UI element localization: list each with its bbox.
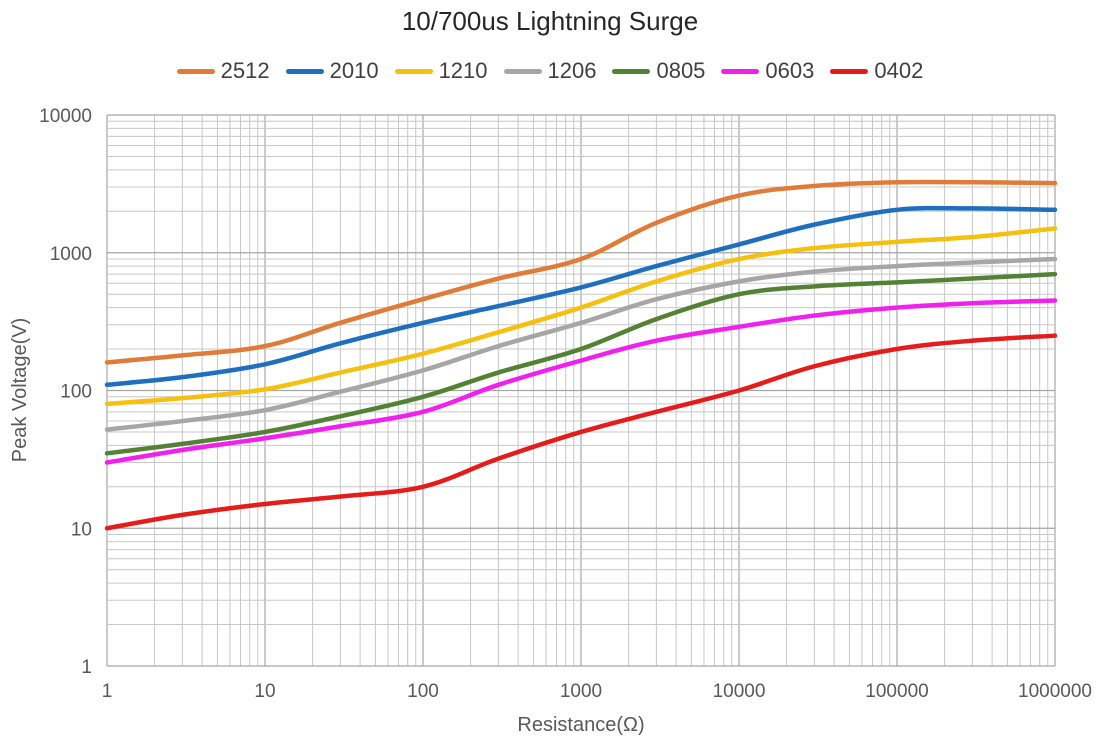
x-tick-label: 1000 xyxy=(560,681,602,702)
x-tick-label: 10000 xyxy=(713,681,766,702)
legend-item-1210: 1210 xyxy=(394,58,488,84)
y-tick-label: 1 xyxy=(81,657,92,678)
legend-swatch-1206 xyxy=(503,68,542,74)
legend-label-0603: 0603 xyxy=(765,58,815,83)
legend: 2512 2010 1210 1206 0805 0603 0402 xyxy=(0,58,1100,84)
legend-swatch-2512 xyxy=(176,68,215,74)
legend-item-2010: 2010 xyxy=(285,58,379,84)
x-tick-label: 100000 xyxy=(865,681,928,702)
legend-item-2512: 2512 xyxy=(176,58,270,84)
y-tick-label: 10 xyxy=(71,519,92,540)
legend-item-0805: 0805 xyxy=(612,58,705,84)
series-lines xyxy=(104,179,1058,531)
y-axis-title: Peak Voltage(V) xyxy=(9,318,31,463)
y-tick-label: 1000 xyxy=(50,244,92,265)
y-tick-label: 100 xyxy=(60,382,92,403)
legend-label-0402: 0402 xyxy=(874,58,924,83)
tick-labels: 1 10 100 1000 10000 100000 1000000 10000 1000 100… xyxy=(39,106,1092,702)
legend-swatch-0805 xyxy=(612,68,651,74)
x-tick-label: 1000000 xyxy=(1018,681,1092,702)
legend-swatch-0603 xyxy=(721,68,760,74)
legend-swatch-0402 xyxy=(830,68,869,74)
legend-label-1206: 1206 xyxy=(547,58,597,83)
legend-label-2010: 2010 xyxy=(329,58,379,83)
series-line-0805 xyxy=(104,271,1058,456)
series-line-2512 xyxy=(104,179,1058,365)
y-tick-label: 10000 xyxy=(39,106,92,127)
legend-item-1206: 1206 xyxy=(503,58,597,84)
series-line-2010 xyxy=(104,205,1058,388)
x-tick-label: 100 xyxy=(407,681,439,702)
legend-label-2512: 2512 xyxy=(220,58,270,83)
series-line-1206 xyxy=(104,256,1058,432)
x-axis-title: Resistance(Ω) xyxy=(517,714,644,736)
x-tick-label: 10 xyxy=(254,681,275,702)
legend-swatch-1210 xyxy=(394,68,433,74)
x-tick-label: 1 xyxy=(102,681,113,702)
legend-label-0805: 0805 xyxy=(656,58,706,83)
legend-label-1210: 1210 xyxy=(438,58,488,83)
legend-item-0603: 0603 xyxy=(721,58,814,84)
series-line-0402 xyxy=(104,333,1058,531)
chart-title: 10/700us Lightning Surge xyxy=(401,6,699,36)
legend-swatch-2010 xyxy=(285,68,324,74)
legend-item-0402: 0402 xyxy=(830,58,923,84)
series-line-0603 xyxy=(104,298,1058,465)
series-line-1210 xyxy=(104,226,1058,407)
